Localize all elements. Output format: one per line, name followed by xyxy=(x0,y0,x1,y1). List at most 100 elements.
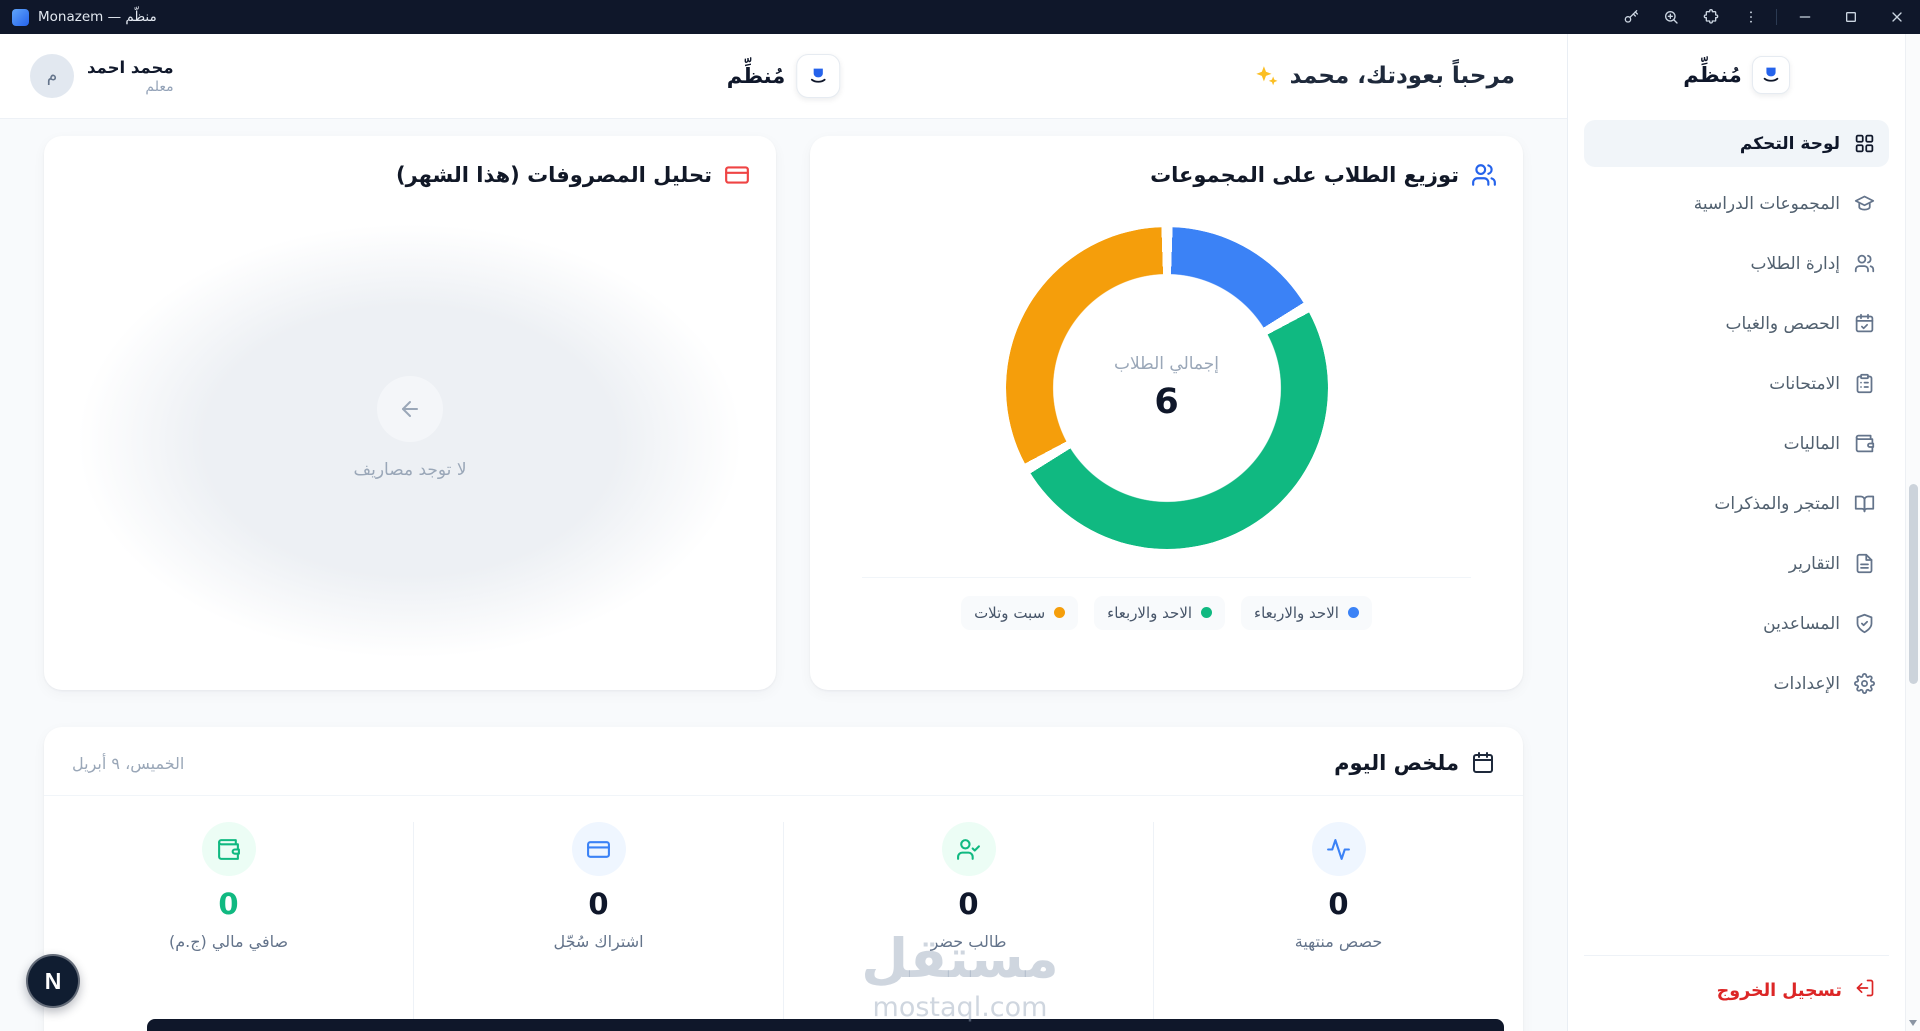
users-icon xyxy=(1854,253,1875,274)
shield-icon xyxy=(1854,613,1875,634)
legend-dot xyxy=(1347,607,1359,618)
sidebar-item-2[interactable]: إدارة الطلاب xyxy=(1584,240,1889,287)
dashboard-icon xyxy=(1854,133,1875,154)
summary-stat-3: 0 صافي مالي (ج.م) xyxy=(44,822,413,1027)
stat-label: صافي مالي (ج.م) xyxy=(168,932,289,951)
menu-icon[interactable] xyxy=(1731,0,1771,34)
sidebar-nav: لوحة التحكم المجموعات الدراسية إدارة الطلا… xyxy=(1584,120,1889,707)
activity-icon xyxy=(1311,822,1366,876)
legend-item-0: الاحد والاربعاء xyxy=(1241,595,1372,630)
summary-stat-2: 0 اشتراك سُجّل xyxy=(413,822,783,1027)
app-icon xyxy=(12,8,29,26)
arrow-left-icon xyxy=(377,376,443,442)
sidebar-item-label: التقارير xyxy=(1788,553,1840,574)
wallet-icon xyxy=(201,822,256,876)
settings-icon xyxy=(1854,673,1875,694)
logout-label: تسجيل الخروج xyxy=(1716,980,1842,1001)
legend-label: الاحد والاربعاء xyxy=(1107,603,1193,622)
sidebar-item-3[interactable]: الحصص والغياب xyxy=(1584,300,1889,347)
calendar-icon xyxy=(1471,751,1495,775)
book-icon xyxy=(1854,493,1875,514)
sidebar-item-0[interactable]: لوحة التحكم xyxy=(1584,120,1889,167)
sidebar-logo: مُنظِّم xyxy=(1584,44,1889,114)
sidebar-item-6[interactable]: المتجر والمذكرات xyxy=(1584,480,1889,527)
legend-label: الاحد والاربعاء xyxy=(1254,603,1339,622)
stat-value: 0 xyxy=(218,887,239,921)
titlebar-separator xyxy=(1776,9,1777,25)
sidebar-item-label: المتجر والمذكرات xyxy=(1714,493,1840,514)
user-chip[interactable]: محمد احمد معلم م xyxy=(30,54,174,98)
top-cards-row: توزيع الطلاب على المجموعات إجمالي الطلاب… xyxy=(44,136,1523,690)
sidebar-item-1[interactable]: المجموعات الدراسية xyxy=(1584,180,1889,227)
titlebar-left: Monazem — منظّم xyxy=(0,8,157,26)
finance-icon xyxy=(1854,433,1875,454)
today-summary-card: ملخص اليوم الخميس، ٩ أبريل 0 حصص منتهية 0 ط… xyxy=(44,727,1523,1031)
sidebar-item-9[interactable]: الإعدادات xyxy=(1584,660,1889,707)
summary-date: الخميس، ٩ أبريل xyxy=(72,753,185,773)
scrollbar-down-arrow[interactable] xyxy=(1909,1020,1917,1026)
legend-label: سبت وتلات xyxy=(974,603,1046,622)
chart-legend: الاحد والاربعاء الاحد والاربعاء سبت وتلات xyxy=(961,595,1372,630)
summary-stats: 0 حصص منتهية 0 طالب حضر 0 اشتراك سُجّل 0 صافي م… xyxy=(44,796,1523,1031)
sidebar-item-label: الماليات xyxy=(1783,433,1840,454)
dashboard-content: توزيع الطلاب على المجموعات إجمالي الطلاب… xyxy=(0,119,1567,1031)
calendar-check-icon xyxy=(1854,313,1875,334)
stat-value: 0 xyxy=(588,887,609,921)
chart-body: إجمالي الطلاب 6 الاحد والاربعاء الاحد وال… xyxy=(836,188,1497,668)
clipboard-icon xyxy=(1854,373,1875,394)
sidebar-item-label: الامتحانات xyxy=(1769,373,1840,394)
user-role: معلم xyxy=(145,78,174,95)
credit-card-icon xyxy=(724,162,750,188)
extensions-icon[interactable] xyxy=(1691,0,1731,34)
scrollbar-thumb[interactable] xyxy=(1909,484,1918,684)
summary-title-group: ملخص اليوم xyxy=(1334,751,1495,775)
sidebar-item-5[interactable]: الماليات xyxy=(1584,420,1889,467)
sidebar-item-label: الحصص والغياب xyxy=(1725,313,1840,334)
user-name: محمد احمد xyxy=(87,57,174,77)
sidebar-item-7[interactable]: التقارير xyxy=(1584,540,1889,587)
welcome-text: مرحباً بعودتك، محمد xyxy=(1289,63,1515,89)
students-icon xyxy=(1471,162,1497,188)
legend-dot xyxy=(1201,607,1213,618)
expenses-card-header: تحليل المصروفات (هذا الشهر) xyxy=(70,162,750,188)
summary-header: ملخص اليوم الخميس، ٩ أبريل xyxy=(44,727,1523,795)
sidebar-item-label: إدارة الطلاب xyxy=(1750,253,1840,274)
graduation-icon xyxy=(1854,193,1875,214)
summary-stat-0: 0 حصص منتهية xyxy=(1153,822,1523,1027)
sidebar: مُنظِّم لوحة التحكم المجموعات الدراسية إدا… xyxy=(1567,34,1905,1031)
avatar[interactable]: م xyxy=(30,54,74,98)
titlebar: Monazem — منظّم xyxy=(0,0,1920,34)
legend-item-2: سبت وتلات xyxy=(961,595,1079,630)
sparkles-icon xyxy=(1252,63,1278,89)
window-title: Monazem — منظّم xyxy=(38,9,157,25)
titlebar-right xyxy=(1611,0,1920,34)
scrollbar[interactable] xyxy=(1905,34,1920,1031)
expenses-empty-state: لا توجد مصاريف xyxy=(70,188,750,668)
logout-button[interactable]: تسجيل الخروج xyxy=(1584,970,1889,1011)
app-body: مُنظِّم لوحة التحكم المجموعات الدراسية إدا… xyxy=(0,34,1920,1031)
floating-n-button[interactable]: N xyxy=(26,954,80,1008)
donut-center: إجمالي الطلاب 6 xyxy=(1006,227,1328,549)
header: مرحباً بعودتك، محمد مُنظِّم محمد احمد مع… xyxy=(0,34,1567,119)
legend-dot xyxy=(1054,607,1066,618)
stat-value: 0 xyxy=(1328,887,1349,921)
header-brand: مُنظِّم xyxy=(727,54,841,98)
zoom-icon[interactable] xyxy=(1651,0,1691,34)
close-button[interactable] xyxy=(1874,0,1920,34)
students-distribution-card: توزيع الطلاب على المجموعات إجمالي الطلاب… xyxy=(810,136,1523,690)
empty-expenses-text: لا توجد مصاريف xyxy=(353,460,467,480)
minimize-button[interactable] xyxy=(1782,0,1828,34)
user-check-icon xyxy=(941,822,996,876)
key-icon[interactable] xyxy=(1611,0,1651,34)
maximize-button[interactable] xyxy=(1828,0,1874,34)
brand-logo-text: مُنظِّم xyxy=(1683,63,1742,87)
welcome-message: مرحباً بعودتك، محمد xyxy=(1252,63,1515,89)
chart-card-header: توزيع الطلاب على المجموعات xyxy=(836,162,1497,188)
report-icon xyxy=(1854,553,1875,574)
header-brand-text: مُنظِّم xyxy=(726,64,786,88)
sidebar-item-8[interactable]: المساعدين xyxy=(1584,600,1889,647)
brand-logo-icon xyxy=(1751,56,1790,94)
sidebar-item-4[interactable]: الامتحانات xyxy=(1584,360,1889,407)
sidebar-item-label: المساعدين xyxy=(1763,613,1840,634)
